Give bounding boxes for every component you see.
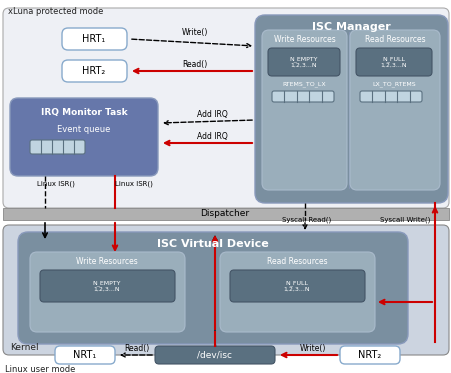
FancyBboxPatch shape bbox=[254, 15, 447, 203]
FancyBboxPatch shape bbox=[55, 346, 115, 364]
Text: NRT₂: NRT₂ bbox=[358, 350, 381, 360]
FancyBboxPatch shape bbox=[62, 60, 127, 82]
Text: NRT₁: NRT₁ bbox=[73, 350, 97, 360]
FancyBboxPatch shape bbox=[267, 48, 339, 76]
FancyBboxPatch shape bbox=[18, 232, 407, 344]
FancyBboxPatch shape bbox=[220, 252, 374, 332]
Text: ISC Virtual Device: ISC Virtual Device bbox=[157, 239, 268, 249]
FancyBboxPatch shape bbox=[230, 270, 364, 302]
Text: Read(): Read() bbox=[124, 345, 149, 354]
Text: HRT₂: HRT₂ bbox=[82, 66, 106, 76]
FancyBboxPatch shape bbox=[3, 225, 448, 355]
Text: Add IRQ: Add IRQ bbox=[196, 132, 227, 141]
Text: Event queue: Event queue bbox=[57, 125, 110, 135]
FancyBboxPatch shape bbox=[359, 91, 421, 102]
Bar bbox=[3, 208, 448, 220]
Text: N_EMPTY
1,2,3...N: N_EMPTY 1,2,3...N bbox=[92, 280, 121, 292]
Text: Linux ISR(): Linux ISR() bbox=[115, 181, 152, 187]
Text: Dispatcher: Dispatcher bbox=[200, 210, 249, 219]
FancyBboxPatch shape bbox=[155, 346, 274, 364]
Text: ISC Manager: ISC Manager bbox=[312, 22, 390, 32]
Text: Linux user mode: Linux user mode bbox=[5, 366, 75, 373]
FancyBboxPatch shape bbox=[30, 252, 184, 332]
Text: RTEMS_TO_LX: RTEMS_TO_LX bbox=[281, 81, 325, 87]
Text: Kernel: Kernel bbox=[10, 344, 38, 352]
FancyBboxPatch shape bbox=[30, 140, 85, 154]
Text: IRQ Monitor Task: IRQ Monitor Task bbox=[41, 109, 127, 117]
Text: Syscall Write(): Syscall Write() bbox=[379, 217, 429, 223]
FancyBboxPatch shape bbox=[262, 30, 346, 190]
Text: N_EMPTY
1,2,3...N: N_EMPTY 1,2,3...N bbox=[289, 56, 318, 68]
Text: Read Resources: Read Resources bbox=[266, 257, 327, 266]
Text: Read(): Read() bbox=[182, 60, 207, 69]
FancyBboxPatch shape bbox=[10, 98, 158, 176]
FancyBboxPatch shape bbox=[339, 346, 399, 364]
FancyBboxPatch shape bbox=[62, 28, 127, 50]
Text: Read Resources: Read Resources bbox=[364, 35, 424, 44]
Text: N_FULL
1,2,3...N: N_FULL 1,2,3...N bbox=[283, 280, 310, 292]
Text: Write Resources: Write Resources bbox=[76, 257, 138, 266]
Text: /dev/isc: /dev/isc bbox=[197, 351, 232, 360]
Text: HRT₁: HRT₁ bbox=[82, 34, 106, 44]
FancyBboxPatch shape bbox=[349, 30, 439, 190]
FancyBboxPatch shape bbox=[40, 270, 175, 302]
Text: Write Resources: Write Resources bbox=[273, 35, 335, 44]
Text: Write(): Write() bbox=[181, 28, 208, 38]
Text: LX_TO_RTEMS: LX_TO_RTEMS bbox=[371, 81, 415, 87]
FancyBboxPatch shape bbox=[355, 48, 431, 76]
FancyBboxPatch shape bbox=[272, 91, 333, 102]
Text: Write(): Write() bbox=[299, 345, 326, 354]
Text: xLuna protected mode: xLuna protected mode bbox=[8, 7, 103, 16]
Text: N_FULL
1,2,3...N: N_FULL 1,2,3...N bbox=[380, 56, 406, 68]
Text: Syscall Read(): Syscall Read() bbox=[282, 217, 331, 223]
Text: Linux ISR(): Linux ISR() bbox=[37, 181, 75, 187]
Text: Add IRQ: Add IRQ bbox=[196, 110, 227, 119]
FancyBboxPatch shape bbox=[3, 8, 448, 208]
